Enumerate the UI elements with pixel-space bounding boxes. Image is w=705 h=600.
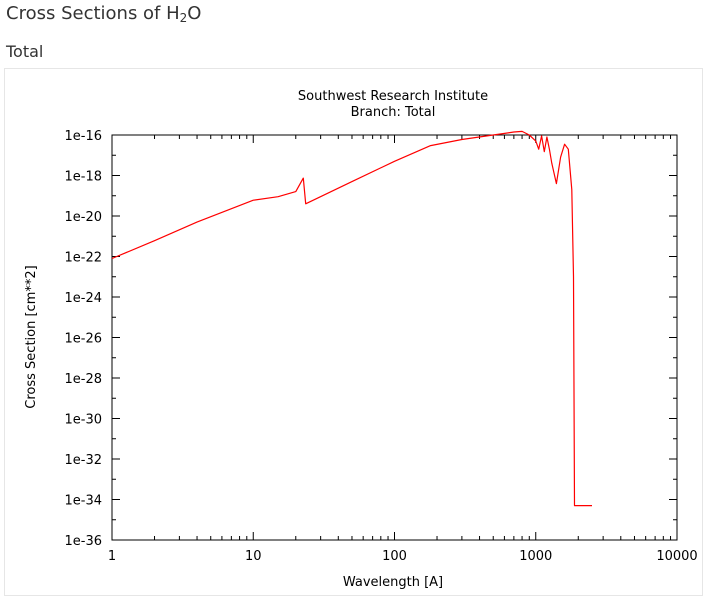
plot-frame: Southwest Research Institute Branch: Tot… bbox=[4, 68, 703, 596]
x-tick-label: 10 bbox=[245, 549, 262, 564]
y-axis: 1e-16 1e-18 1e-20 1e-22 1e-24 1e-26 1e-28 1e-30… bbox=[64, 129, 677, 549]
y-axis-label: Cross Section [cm**2] bbox=[24, 265, 39, 408]
x-tick-label: 1 bbox=[108, 549, 116, 564]
y-tick-label: 1e-32 bbox=[64, 453, 102, 468]
y-tick-label: 1e-30 bbox=[64, 413, 102, 428]
chart-subtitle: Branch: Total bbox=[351, 105, 436, 120]
y-tick-label: 1e-22 bbox=[64, 251, 102, 266]
chart-title: Southwest Research Institute bbox=[298, 89, 488, 104]
x-tick-label: 1000 bbox=[519, 549, 552, 564]
y-tick-label: 1e-36 bbox=[64, 534, 102, 549]
section-title: Total bbox=[6, 42, 44, 61]
y-tick-label: 1e-16 bbox=[64, 129, 102, 144]
series-layer bbox=[111, 130, 592, 507]
x-axis-label: Wavelength [A] bbox=[343, 575, 443, 590]
y-tick-label: 1e-34 bbox=[64, 494, 102, 509]
y-tick-label: 1e-18 bbox=[64, 170, 102, 185]
plot-area bbox=[111, 134, 678, 541]
page-title-subscript: 2 bbox=[179, 11, 188, 25]
y-tick-label: 1e-24 bbox=[64, 291, 102, 306]
page-title: Cross Sections of H2O bbox=[6, 3, 201, 25]
x-axis: 1 10 100 1000 10000 bbox=[108, 135, 698, 564]
cross-section-chart: Southwest Research Institute Branch: Tot… bbox=[24, 89, 698, 590]
y-tick-label: 1e-28 bbox=[64, 372, 102, 387]
y-tick-label: 1e-26 bbox=[64, 332, 102, 347]
x-tick-label: 10000 bbox=[656, 549, 697, 564]
series-line bbox=[111, 130, 592, 507]
page-title-tail: O bbox=[187, 3, 202, 24]
page-title-main: Cross Sections of H bbox=[6, 3, 180, 24]
x-tick-label: 100 bbox=[382, 549, 407, 564]
y-tick-label: 1e-20 bbox=[64, 210, 102, 225]
